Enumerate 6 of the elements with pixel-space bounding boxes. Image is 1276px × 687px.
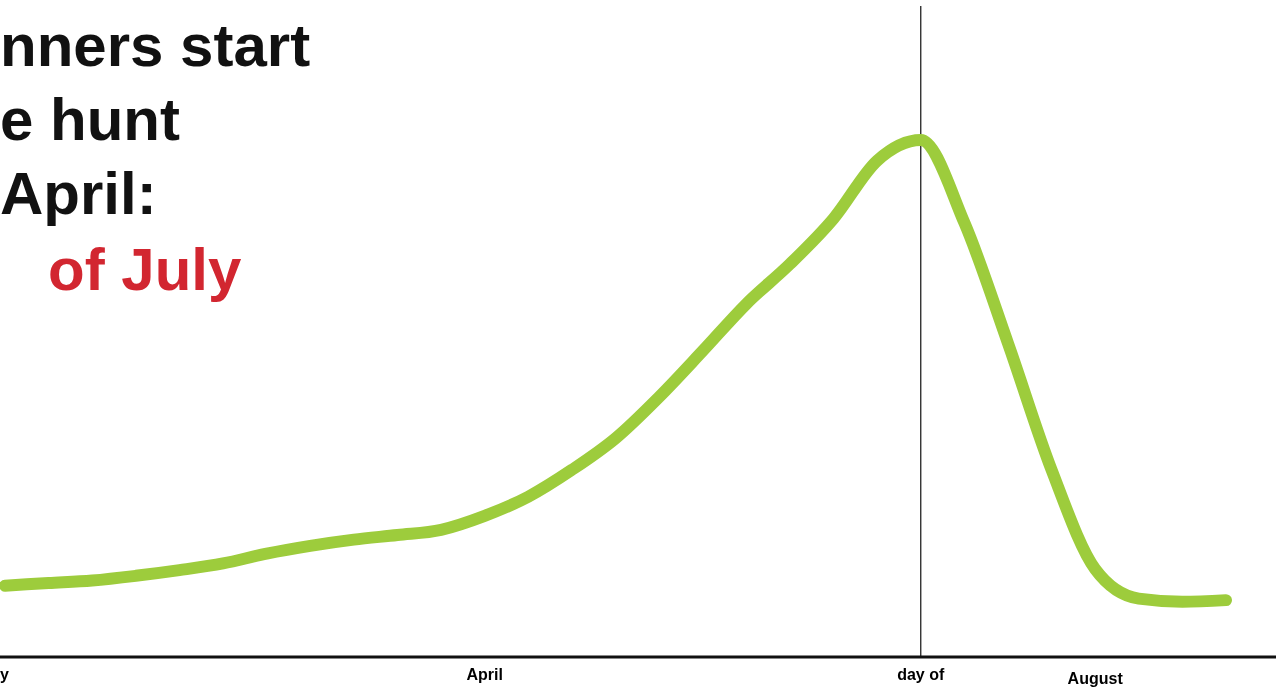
x-tick-label: April [466,666,503,683]
x-tick-label: August [1067,670,1124,687]
chart-title: nners start e hunt April: [0,12,311,227]
x-tick-label: day of [897,666,945,683]
x-tick-label: y [0,666,9,683]
text: of July [48,236,242,303]
